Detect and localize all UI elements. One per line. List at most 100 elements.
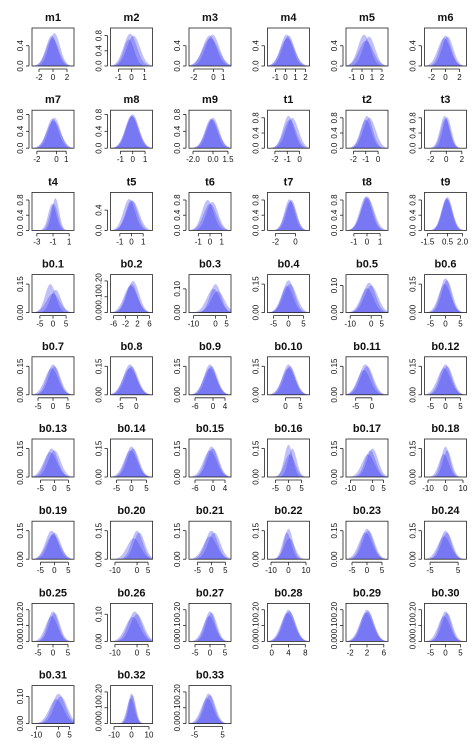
y-tick-label: 0.0 [409,142,418,154]
panel-title: t5 [127,176,137,188]
panel-title: b0.32 [117,670,145,682]
y-tick-label: 0.10 [173,699,182,715]
plot-frame [188,438,232,478]
x-tick-label: -5 [117,402,125,411]
y-tick-label: 0.15 [330,358,339,374]
density-panel: t5 -1 0 1 0.0 0.4 [95,176,153,246]
density-panel: b0.22 -10 0 10 0.00 0.15 [252,505,311,575]
plot-frame [345,274,389,314]
plot-frame [345,438,389,478]
x-tick-label: -5 [191,648,199,657]
density-area [189,119,231,149]
y-tick-label: 0.4 [173,40,182,52]
x-tick-label: 1 [219,237,224,246]
panel-title: b0.33 [196,670,224,682]
density-area [346,34,388,66]
x-tick-label: 5 [146,648,151,657]
x-tick-label: 2 [135,320,140,329]
y-tick-label: 0.0 [252,142,261,154]
density-area [267,611,310,642]
x-tick-label: 0 [444,155,449,164]
x-tick-label: -1 [117,155,125,164]
x-tick-label: 5 [223,566,228,575]
x-tick-label: 5 [298,402,303,411]
x-tick-label: -6 [110,320,118,329]
x-tick-label: 0.5 [442,237,454,246]
density-area [346,36,388,66]
y-tick-label: 0.15 [409,358,418,374]
panel-title: m1 [45,12,61,24]
x-tick-label: 5 [66,402,71,411]
x-tick-label: -5 [427,566,435,575]
y-tick-label: 0.00 [16,469,25,485]
x-tick-label: 5 [458,402,463,411]
density-area [110,532,153,560]
x-tick-label: -2 [428,73,436,82]
x-tick-label: 0 [208,648,213,657]
plot-frame [424,191,467,231]
x-tick-label: -10 [265,566,277,575]
density-area [32,366,74,395]
density-area [267,528,310,560]
density-area [110,35,153,66]
density-panel: b0.26 -10 0 5 0.00 0.10 [95,587,153,657]
x-tick-label: -5 [348,566,356,575]
density-area [424,280,467,313]
panel-title: b0.20 [117,505,145,517]
density-panel: t8 -1 0 1 0.0 0.4 0.8 [330,176,389,246]
y-tick-label: 0.15 [409,522,418,538]
panel-title: m6 [438,12,454,24]
y-tick-label: 0.15 [95,440,104,456]
density-area [32,293,74,313]
x-tick-label: -1 [115,73,123,82]
density-area [110,199,153,231]
density-panel: b0.21 -5 0 5 0.00 0.15 [173,505,232,575]
plot-frame [188,685,232,724]
panel-title: b0.2 [120,259,142,271]
x-tick-label: 2 [365,648,370,657]
y-tick-label: 0.15 [95,522,104,538]
x-tick-label: 0 [211,484,216,493]
x-tick-label: 0 [208,237,213,246]
density-area [189,118,231,149]
y-tick-label: 0.00 [95,551,104,567]
y-tick-label: 0.15 [16,440,25,456]
x-tick-label: 0 [51,73,56,82]
density-area [424,450,467,477]
y-tick-label: 0.15 [16,358,25,374]
density-panel: b0.1 -5 0 5 0.00 0.15 [16,259,75,329]
y-tick-label: 0.0 [330,142,339,154]
density-panel: b0.12 -5 0 5 0.00 0.15 [409,341,467,411]
density-panel: b0.5 -10 0 5 0.00 0.10 [330,259,389,329]
x-tick-label: 0 [135,648,140,657]
x-tick-label: 2 [65,73,70,82]
density-area [32,448,74,477]
x-tick-label: -1 [284,155,292,164]
density-area [189,35,231,66]
plot-frame [188,27,232,67]
density-area [189,611,231,642]
density-area [189,530,231,560]
y-tick-label: 0.00 [173,386,182,402]
panel-title: b0.7 [42,341,64,353]
x-tick-label: 0 [134,402,139,411]
y-tick-label: 0.4 [16,209,25,221]
density-area [32,118,74,149]
density-area [32,450,74,477]
density-area [424,532,467,560]
plot-frame [110,274,153,314]
density-area [346,448,388,477]
y-tick-label: 0.00 [16,715,25,731]
y-tick-label: 0.0 [173,142,182,154]
x-tick-label: 6 [382,648,387,657]
density-area [424,196,467,231]
y-tick-label: 0.00 [173,469,182,485]
y-tick-label: 0.8 [16,194,25,206]
plot-frame [345,109,389,149]
density-panel: b0.25 -5 0 5 0.000.100.20 [16,587,75,657]
y-tick-label: 0.00 [16,551,25,567]
density-area [189,446,231,477]
density-area [32,693,74,724]
x-tick-label: 5 [144,484,149,493]
density-area [32,289,74,313]
